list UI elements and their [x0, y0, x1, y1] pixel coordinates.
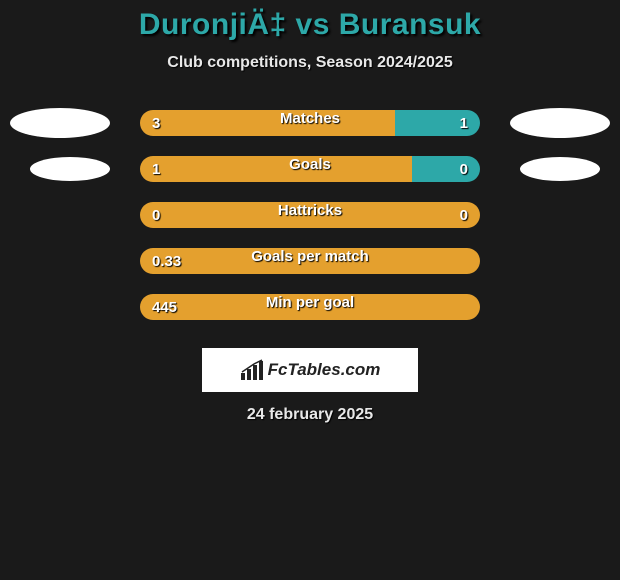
stat-bar-left: 3 — [140, 110, 395, 136]
logo-text: FcTables.com — [268, 360, 381, 380]
player-left-icon — [10, 108, 110, 138]
stat-bar: 0.33Goals per match — [140, 248, 480, 274]
page-title: DuronjiÄ‡ vs Buransuk — [0, 8, 620, 42]
stat-row: 31Matches — [0, 100, 620, 146]
stat-bar-left: 0 — [140, 202, 480, 228]
stat-bar-right: 1 — [395, 110, 480, 136]
stat-left-value: 445 — [140, 299, 189, 316]
player-right-icon — [510, 108, 610, 138]
stat-right-value: 1 — [448, 115, 480, 132]
stat-left-value: 3 — [140, 115, 172, 132]
stat-row: 10Goals — [0, 146, 620, 192]
comparison-infographic: DuronjiÄ‡ vs Buransuk Club competitions,… — [0, 0, 620, 424]
stat-row: 445Min per goal — [0, 284, 620, 330]
stat-left-value: 1 — [140, 161, 172, 178]
date-text: 24 february 2025 — [0, 406, 620, 424]
stat-bar-right: 0 — [412, 156, 480, 182]
stat-bar: 00Hattricks — [140, 202, 480, 228]
subtitle: Club competitions, Season 2024/2025 — [0, 54, 620, 72]
stat-left-value: 0 — [140, 207, 172, 224]
stat-bar: 10Goals — [140, 156, 480, 182]
stat-bar: 445Min per goal — [140, 294, 480, 320]
stat-bar-left: 1 — [140, 156, 412, 182]
logo-box: FcTables.com — [202, 348, 418, 392]
stat-row: 0.33Goals per match — [0, 238, 620, 284]
player-left-icon — [30, 157, 110, 181]
bars-container: 31Matches10Goals00Hattricks0.33Goals per… — [0, 100, 620, 330]
stat-bar-left: 445 — [140, 294, 480, 320]
stat-bar-left: 0.33 — [140, 248, 480, 274]
stat-right-value: 0 — [448, 161, 480, 178]
logo: FcTables.com — [240, 359, 381, 381]
logo-bars-icon — [240, 359, 264, 381]
stat-right-value: 0 — [448, 207, 480, 224]
stat-left-value: 0.33 — [140, 253, 193, 270]
stat-row: 00Hattricks — [0, 192, 620, 238]
player-right-icon — [520, 157, 600, 181]
stat-bar: 31Matches — [140, 110, 480, 136]
